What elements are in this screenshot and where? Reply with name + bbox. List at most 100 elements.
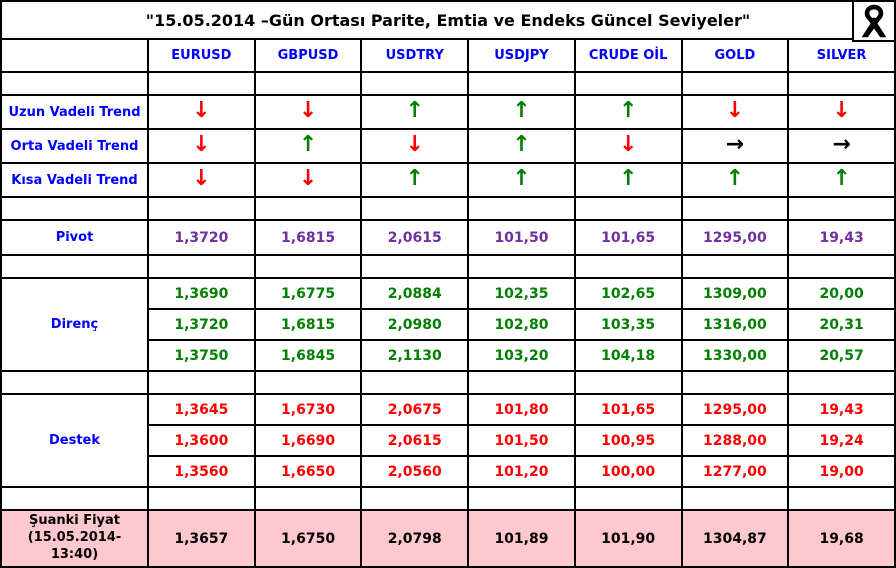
support-value-cell: 1,6730 — [253, 393, 363, 426]
trend-arrow-icon: → — [725, 132, 745, 157]
empty-cell — [147, 486, 256, 511]
pivot-value-cell: 1295,00 — [680, 219, 790, 256]
support-value-cell: 100,95 — [573, 424, 683, 457]
trend-cell: → — [680, 128, 790, 164]
empty-cell — [147, 71, 256, 96]
column-header-eurusd: EURUSD — [147, 38, 256, 73]
empty-cell — [253, 254, 363, 279]
trend-cell: ↑ — [467, 94, 576, 130]
support-value-cell: 1277,00 — [680, 455, 790, 488]
trend-arrow-icon: ↑ — [512, 98, 531, 123]
trend-cell: ↓ — [147, 94, 256, 130]
resistance-value-cell: 1,3720 — [147, 308, 256, 341]
support-row-1: Destek 1,3645 1,6730 2,0675 101,80 101,6… — [0, 393, 896, 488]
row-label-long-term-trend: Uzun Vadeli Trend — [0, 94, 149, 130]
trend-cell: ↑ — [573, 162, 683, 198]
current-price-cell: 1,6750 — [253, 509, 363, 568]
column-header-crude-oil: CRUDE OİL — [573, 38, 683, 73]
empty-cell — [467, 196, 576, 221]
pivot-value-cell: 1,6815 — [253, 219, 363, 256]
resistance-value-cell: 1330,00 — [680, 339, 790, 372]
empty-cell — [573, 486, 683, 511]
empty-cell — [573, 370, 683, 395]
support-value-cell: 101,65 — [573, 393, 683, 426]
support-value-cell: 19,24 — [787, 424, 896, 457]
empty-cell — [360, 254, 470, 279]
mourning-ribbon-icon — [861, 4, 887, 38]
spacer-row — [0, 370, 896, 395]
empty-cell — [787, 196, 896, 221]
trend-cell: ↓ — [147, 162, 256, 198]
support-value-cell: 19,00 — [787, 455, 896, 488]
current-price-cell: 2,0798 — [360, 509, 470, 568]
resistance-value-cell: 102,65 — [573, 277, 683, 310]
empty-cell — [0, 486, 149, 511]
trend-cell: ↓ — [573, 128, 683, 164]
current-price-cell: 101,90 — [573, 509, 683, 568]
resistance-value-cell: 1,6775 — [253, 277, 363, 310]
trend-arrow-icon: ↑ — [298, 132, 318, 157]
empty-cell — [680, 196, 790, 221]
empty-cell — [0, 254, 149, 279]
resistance-value-cell: 104,18 — [573, 339, 683, 372]
empty-cell — [253, 196, 363, 221]
pivot-row: Pivot 1,3720 1,6815 2,0615 101,50 101,65… — [0, 219, 896, 256]
empty-cell — [360, 486, 470, 511]
column-header-gbpusd: GBPUSD — [253, 38, 363, 73]
support-row-2: 1,3600 1,6690 2,0615 101,50 100,95 1288,… — [1, 424, 896, 457]
row-label-mid-term-trend: Orta Vadeli Trend — [0, 128, 149, 164]
trend-cell: ↓ — [360, 128, 470, 164]
empty-cell — [467, 254, 576, 279]
trend-arrow-icon: ↓ — [405, 132, 424, 157]
current-price-cell: 101,89 — [467, 509, 576, 568]
support-value-cell: 1,3600 — [147, 424, 256, 457]
corner-cell — [0, 38, 149, 73]
empty-cell — [787, 254, 896, 279]
empty-cell — [680, 370, 790, 395]
trend-cell: ↑ — [467, 162, 576, 198]
column-header-row: EURUSD GBPUSD USDTRY USDJPY CRUDE OİL GO… — [0, 38, 896, 73]
empty-cell — [573, 196, 683, 221]
empty-cell — [467, 71, 576, 96]
current-price-label: Şuanki Fiyat (15.05.2014- 13:40) — [0, 509, 149, 568]
trend-cell: ↑ — [467, 128, 576, 164]
empty-cell — [467, 486, 576, 511]
mourning-ribbon-box — [852, 0, 896, 42]
trend-cell: ↑ — [360, 94, 470, 130]
trend-arrow-icon: ↑ — [725, 166, 745, 191]
support-value-cell: 2,0615 — [360, 424, 470, 457]
column-header-gold: GOLD — [680, 38, 790, 73]
trend-arrow-icon: ↓ — [192, 132, 211, 157]
empty-cell — [147, 370, 256, 395]
resistance-value-cell: 1316,00 — [680, 308, 790, 341]
trend-cell: ↓ — [680, 94, 790, 130]
trend-arrow-icon: → — [832, 132, 851, 157]
resistance-row-1: Direnç 1,3690 1,6775 2,0884 102,35 102,6… — [0, 277, 896, 372]
empty-cell — [147, 196, 256, 221]
trend-row-long-term: Uzun Vadeli Trend ↓ ↓ ↑ ↑ ↑ ↓ ↓ — [0, 94, 896, 130]
trend-cell: ↑ — [253, 128, 363, 164]
resistance-value-cell: 102,80 — [467, 308, 576, 341]
empty-cell — [360, 196, 470, 221]
resistance-value-cell: 20,31 — [787, 308, 896, 341]
current-price-label-line: Şuanki Fiyat — [28, 513, 121, 529]
spacer-row — [0, 196, 896, 221]
empty-cell — [573, 71, 683, 96]
empty-cell — [573, 254, 683, 279]
support-value-cell: 1,6690 — [253, 424, 363, 457]
current-price-cell: 1,3657 — [147, 509, 256, 568]
trend-cell: ↑ — [680, 162, 790, 198]
trend-cell: ↓ — [787, 94, 896, 130]
resistance-value-cell: 102,35 — [467, 277, 576, 310]
support-value-cell: 101,80 — [467, 393, 576, 426]
support-value-cell: 100,00 — [573, 455, 683, 488]
trend-cell: → — [787, 128, 896, 164]
pivot-value-cell: 101,50 — [467, 219, 576, 256]
trend-arrow-icon: ↓ — [192, 166, 211, 191]
levels-table: EURUSD GBPUSD USDTRY USDJPY CRUDE OİL GO… — [0, 38, 896, 568]
trend-arrow-icon: ↑ — [618, 166, 638, 191]
empty-cell — [787, 370, 896, 395]
current-price-cell: 1304,87 — [680, 509, 790, 568]
trend-arrow-icon: ↓ — [618, 132, 638, 157]
empty-cell — [787, 486, 896, 511]
